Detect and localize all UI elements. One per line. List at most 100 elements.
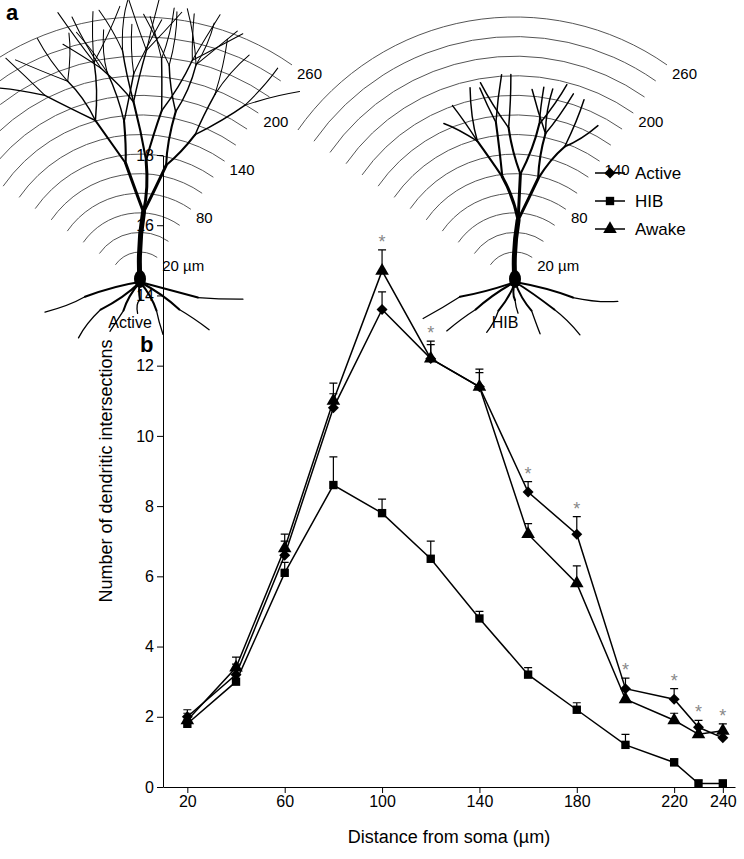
figure: a20 µm80140200260Active20 µm80140200260H… [0,0,744,859]
ring-label: 200 [638,113,663,130]
significance-star: * [379,232,386,252]
ring-label: 20 µm [537,257,579,274]
marker [523,487,534,498]
dendrite [94,6,120,62]
dendrite [538,147,565,179]
sholl-ring [426,174,577,220]
x-tick-label: 140 [467,793,494,810]
dendrite [76,32,107,72]
y-tick: 14 [136,287,163,304]
panel-b: b0246810121416182060100140180220240Dista… [96,147,737,847]
sholl-ring [0,37,281,142]
marker [327,393,341,405]
sholl-ring [115,252,157,265]
marker [694,779,702,787]
legend-marker [605,168,616,179]
dendrite [518,179,538,220]
legend-label: HIB [635,192,663,211]
y-tick: 18 [136,147,163,164]
series [183,457,727,787]
series-line [187,309,722,737]
legend-entry: Awake [595,220,686,239]
marker [232,677,240,685]
dendrite [126,0,146,50]
y-tick: 16 [136,217,163,234]
legend-label: Active [635,164,681,183]
error-bar [329,457,337,485]
marker [669,694,680,705]
dendrite [45,297,85,312]
dendrites [423,74,618,334]
series [182,292,728,743]
significance-star: * [671,671,678,691]
significance-star: * [573,499,580,519]
dendrite [460,282,515,297]
x-axis-title: Distance from soma (µm) [348,827,550,847]
dendrite [520,124,539,174]
x-tick-mark [723,787,724,793]
dendrite [99,10,123,51]
dendrite [509,128,521,174]
dendrites [0,0,300,338]
x-tick-mark [479,787,480,793]
dendrite [565,126,598,147]
marker [667,712,681,724]
marker [670,758,678,766]
series-line [187,271,722,734]
dendrite [157,311,164,335]
legend-label: Awake [635,220,686,239]
legend-marker [606,197,614,205]
dendrite [470,88,477,142]
y-tick: 8 [145,498,163,515]
y-axis: 024681012141618 [136,147,163,796]
y-tick-label: 2 [145,708,154,725]
dendrite [131,24,133,73]
neuron-label: HIB [492,314,519,331]
dendrite [496,75,502,123]
dendrite [134,50,147,102]
dendrite [195,105,245,135]
sholl-ring [442,193,566,231]
sholl-ring [19,135,224,198]
y-tick-label: 12 [136,357,154,374]
y-tick: 0 [145,779,163,796]
y-tick: 12 [136,357,163,374]
panel-label: a [6,0,19,25]
dendrite [423,297,460,319]
dendrite [545,94,573,134]
y-tick-mark [157,155,163,156]
x-tick-label: 180 [564,793,591,810]
x-tick-mark [577,787,578,793]
dendrite [123,51,134,102]
x-tick: 220 [661,787,688,810]
dendrite [161,59,163,111]
y-axis-line [163,156,164,788]
x-tick: 60 [276,787,294,810]
marker [473,379,487,391]
y-tick-label: 0 [145,779,154,796]
x-tick-label: 100 [369,793,396,810]
panel-a: a20 µm80140200260Active20 µm80140200260H… [0,0,697,338]
dendrite [245,92,299,106]
series [181,250,730,738]
x-tick-label: 60 [276,793,294,810]
y-tick-label: 18 [136,147,154,164]
sholl-ring [51,174,202,220]
sholl-ring [99,232,168,253]
marker [278,540,292,552]
dendrite [245,68,278,105]
significance-star: * [427,323,434,343]
marker [375,263,389,275]
dendrite [101,282,140,310]
dendrite [215,55,249,94]
y-tick-label: 6 [145,568,154,585]
dendrite [169,12,177,66]
dendrite [176,65,196,112]
x-tick: 20 [179,787,197,810]
dendrite [143,165,166,212]
ring-label: 80 [571,209,588,226]
significance-star: * [695,702,702,722]
sholl-ring [346,76,633,164]
legend-entry: Active [595,164,681,183]
marker [621,741,629,749]
